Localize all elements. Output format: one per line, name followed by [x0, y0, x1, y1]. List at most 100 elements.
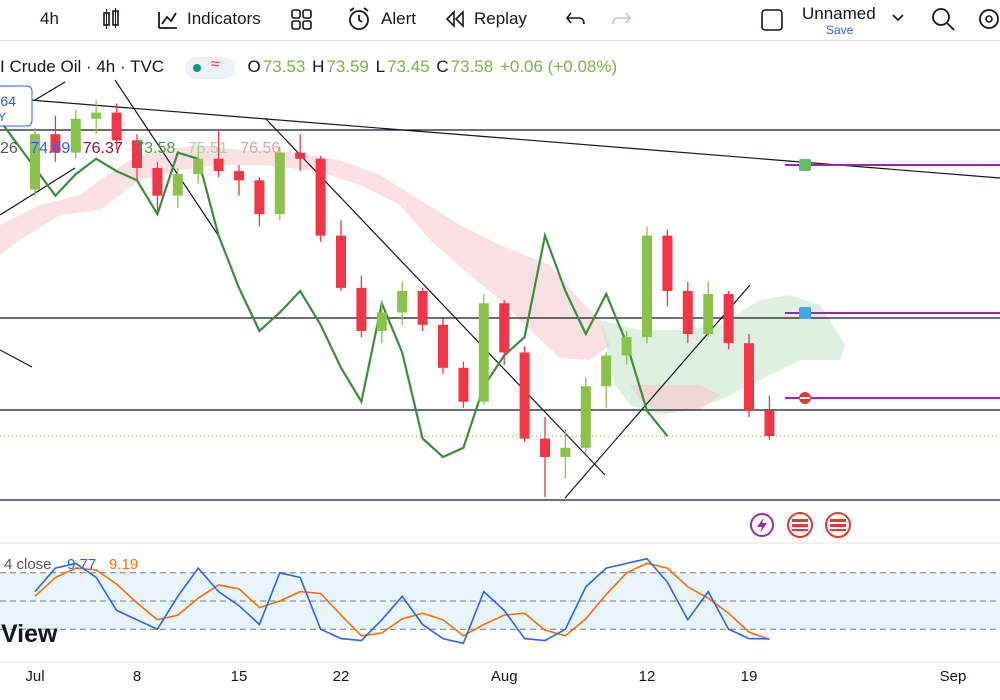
candle-body: [254, 180, 265, 215]
candle-body: [662, 235, 673, 291]
event-icons: [750, 512, 851, 538]
indicators-button[interactable]: Indicators: [187, 9, 261, 28]
candle-body: [723, 294, 734, 344]
candle-body: [417, 290, 428, 325]
candle-body: [91, 112, 102, 119]
x-tick-label: Jul: [25, 668, 44, 685]
candle-body: [438, 324, 448, 368]
candle-body: [172, 174, 183, 196]
candle-body: [499, 303, 510, 353]
candle-body: [621, 337, 632, 356]
watermark: lView: [0, 620, 58, 648]
chart-type-icon[interactable]: [100, 8, 122, 30]
ichimoku-cloud: [0, 145, 845, 415]
oscillator-k-value: 9.77: [67, 556, 96, 573]
candle-body: [642, 235, 652, 338]
candle-body: [193, 158, 204, 175]
price-tag-value: 64: [0, 93, 16, 109]
indicators-icon[interactable]: [157, 8, 179, 30]
conversion-value: 74.69: [30, 140, 71, 157]
candle-body: [540, 438, 550, 457]
x-tick-label: 22: [333, 668, 350, 685]
candle-body: [682, 290, 693, 335]
candle-body: [70, 118, 81, 153]
price-tag-label: Y: [0, 110, 6, 124]
replay-icon[interactable]: [444, 9, 466, 29]
candle-body: [519, 352, 530, 439]
candle-body: [560, 447, 571, 457]
toolbar: 4h Indicators Alert Replay Unnamed Save: [0, 0, 1000, 41]
candle-body: [356, 287, 367, 331]
search-icon[interactable]: [930, 6, 958, 34]
dropdown-icon[interactable]: [892, 13, 904, 23]
high-value: 73.59: [326, 57, 369, 77]
ichimoku-period: 26: [0, 140, 18, 157]
candle-body: [601, 355, 612, 387]
alert-button[interactable]: Alert: [381, 9, 416, 28]
symbol: I Crude Oil · 4h · TVC: [0, 57, 165, 77]
x-tick-label: Sep: [940, 668, 967, 685]
candle-body: [744, 343, 754, 411]
legend: I Crude Oil · 4h · TVC ≈ O 73.53 H 73.59 L…: [0, 56, 619, 79]
oscillator-label: 4 close: [4, 556, 52, 573]
price-pane: [0, 100, 1000, 497]
candle-body: [478, 303, 489, 402]
candle-body: [376, 312, 387, 331]
candle-body: [315, 158, 326, 236]
open-label: O: [247, 57, 261, 77]
lagging-span: [0, 118, 669, 459]
candle-body: [703, 294, 714, 335]
x-tick-label: 19: [741, 668, 758, 685]
candle-body: [132, 140, 142, 168]
candle-body: [580, 386, 591, 448]
interval-button[interactable]: 4h: [40, 9, 59, 28]
layout-square-icon[interactable]: [760, 8, 784, 32]
x-tick-label: 12: [639, 668, 656, 685]
base-value: 76.37: [82, 140, 123, 157]
save-label[interactable]: Save: [826, 23, 854, 37]
layout-icon[interactable]: [290, 8, 314, 32]
x-tick-label: 8: [133, 668, 141, 685]
alert-icon[interactable]: [346, 6, 372, 32]
candle-body: [111, 112, 122, 141]
candle-body: [295, 152, 306, 159]
candle-body: [234, 171, 244, 181]
x-tick-label: Aug: [491, 668, 518, 685]
time-axis: Jul 8 15 22 Aug 12 19 Sep: [25, 668, 966, 685]
candle-body: [30, 134, 40, 190]
x-tick-label: 15: [231, 668, 248, 685]
candle-body: [152, 167, 163, 196]
high-label: H: [312, 57, 325, 77]
candle-body: [764, 410, 775, 437]
lagging-value: 73.58: [135, 140, 176, 157]
oscillator-line: [34, 562, 770, 641]
oscillator-line: [34, 557, 770, 645]
candle-body: [458, 367, 469, 402]
redo-icon[interactable]: [610, 9, 632, 29]
candle-body: [397, 290, 408, 313]
replay-button[interactable]: Replay: [474, 9, 527, 28]
undo-icon[interactable]: [565, 9, 587, 29]
status-pill: ≈: [184, 56, 235, 79]
candle-body: [274, 152, 285, 215]
oscillator-pane: [0, 557, 1000, 645]
lead-a-value: 75.51: [187, 140, 228, 157]
alert-lines: [785, 159, 1000, 404]
settings-icon[interactable]: [975, 6, 1000, 34]
lead-b-value: 76.56: [240, 140, 281, 157]
oscillator-d-value: 9.19: [109, 556, 138, 573]
low-value: 73.45: [387, 57, 430, 77]
layout-name[interactable]: Unnamed: [802, 4, 876, 23]
open-value: 73.53: [262, 57, 306, 77]
candle-body: [50, 134, 61, 153]
ichimoku-legend: 26 74.69 76.37 73.58 75.51 76.56: [0, 140, 280, 158]
price-tag: [0, 85, 33, 127]
candle-body: [336, 235, 346, 288]
candle-body: [213, 158, 224, 172]
close-label: C: [436, 57, 449, 77]
change-value: +0.06 (+0.08%): [499, 57, 618, 77]
close-value: 73.58: [450, 57, 494, 77]
low-label: L: [375, 57, 386, 77]
